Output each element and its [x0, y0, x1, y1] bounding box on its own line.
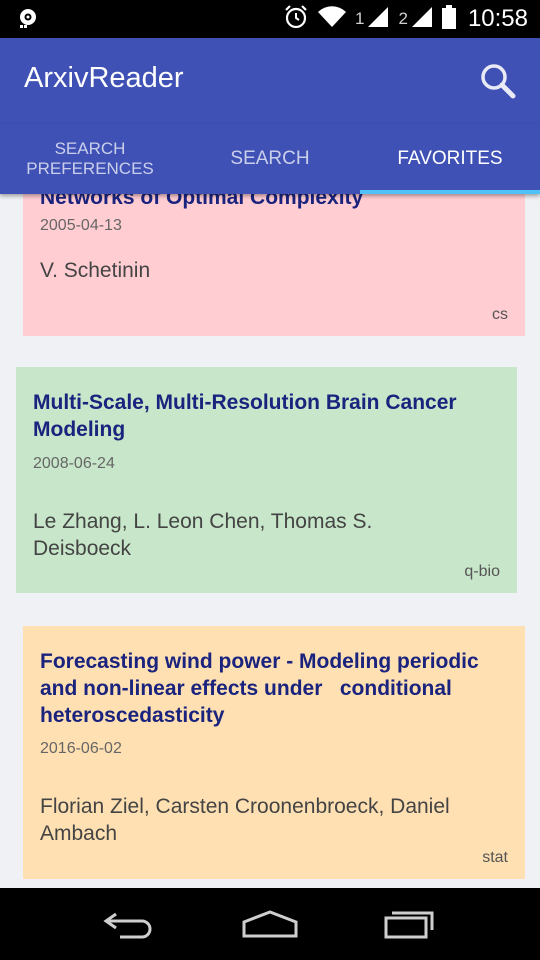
- favorite-card[interactable]: Multi-Scale, Multi-Resolution Brain Canc…: [16, 367, 517, 593]
- wifi-icon: [317, 5, 347, 34]
- favorite-card[interactable]: Networks of Optimal Complexity 2005-04-1…: [23, 194, 525, 336]
- tab-favorites[interactable]: FAVORITES: [360, 124, 540, 194]
- paper-category: q-bio: [464, 563, 500, 580]
- back-icon: [103, 912, 152, 939]
- tab-favorites-label: FAVORITES: [397, 148, 503, 169]
- tab-search-preferences-label-line1: SEARCH: [54, 139, 126, 158]
- back-button[interactable]: [95, 904, 165, 944]
- recents-button[interactable]: [375, 904, 445, 944]
- app-bar: ArxivReader: [0, 38, 540, 124]
- tab-search-preferences[interactable]: SEARCH PREFERENCES: [0, 124, 180, 194]
- paper-title-line: heteroscedasticity: [40, 704, 225, 727]
- clock: 10:58: [467, 5, 528, 32]
- favorite-card[interactable]: Forecasting wind power - Modeling period…: [23, 626, 525, 879]
- paper-authors: Le Zhang, L. Leon Chen, Thomas S. Deisbo…: [33, 508, 503, 562]
- paper-title-line: Modeling: [33, 418, 126, 441]
- paper-title-line: and non-linear effects under conditional: [40, 677, 452, 700]
- favorites-list[interactable]: Networks of Optimal Complexity 2005-04-1…: [0, 194, 540, 888]
- home-icon: [242, 910, 298, 938]
- search-icon: [481, 64, 516, 99]
- paper-title-line: Multi-Scale, Multi-Resolution Brain Canc…: [33, 391, 457, 414]
- tab-search-preferences-label-line2: PREFERENCES: [26, 159, 154, 178]
- paper-title: Forecasting wind power - Modeling period…: [40, 648, 515, 729]
- paper-date: 2008-06-24: [33, 455, 115, 472]
- paper-authors: Florian Ziel, Carsten Croonenbroeck, Dan…: [40, 793, 515, 847]
- recents-icon: [384, 911, 434, 939]
- paper-date: 2005-04-13: [40, 217, 122, 234]
- tab-search[interactable]: SEARCH: [180, 124, 360, 194]
- paper-authors-line: Florian Ziel, Carsten Croonenbroeck, Dan…: [40, 795, 450, 818]
- tab-search-label: SEARCH: [230, 148, 310, 169]
- paper-authors-line: Le Zhang, L. Leon Chen, Thomas S.: [33, 510, 373, 533]
- system-nav-bar: [0, 888, 540, 960]
- paper-authors-line: Ambach: [40, 822, 118, 845]
- battery-icon: [441, 4, 456, 34]
- tab-bar: SEARCH PREFERENCES SEARCH FAVORITES: [0, 124, 540, 194]
- paper-title: Networks of Optimal Complexity: [40, 194, 364, 209]
- paper-authors-line: Deisboeck: [33, 537, 132, 560]
- sim1-label: 1: [355, 9, 365, 28]
- signal-icon-sim2: [410, 5, 434, 34]
- paper-category: stat: [482, 849, 508, 866]
- status-bar: 1 2 10:58: [0, 0, 540, 38]
- paper-title-line: Forecasting wind power - Modeling period…: [40, 650, 479, 673]
- paper-title: Multi-Scale, Multi-Resolution Brain Canc…: [33, 389, 503, 443]
- alarm-icon: [283, 4, 309, 35]
- notification-icon: [16, 6, 40, 35]
- app-title: ArxivReader: [24, 62, 184, 94]
- signal-icon-sim1: [366, 5, 390, 34]
- paper-category: cs: [492, 306, 508, 323]
- home-button[interactable]: [235, 904, 305, 944]
- paper-date: 2016-06-02: [40, 740, 122, 757]
- sim2-label: 2: [398, 9, 408, 28]
- search-button[interactable]: [478, 61, 518, 101]
- paper-authors: V. Schetinin: [40, 259, 151, 282]
